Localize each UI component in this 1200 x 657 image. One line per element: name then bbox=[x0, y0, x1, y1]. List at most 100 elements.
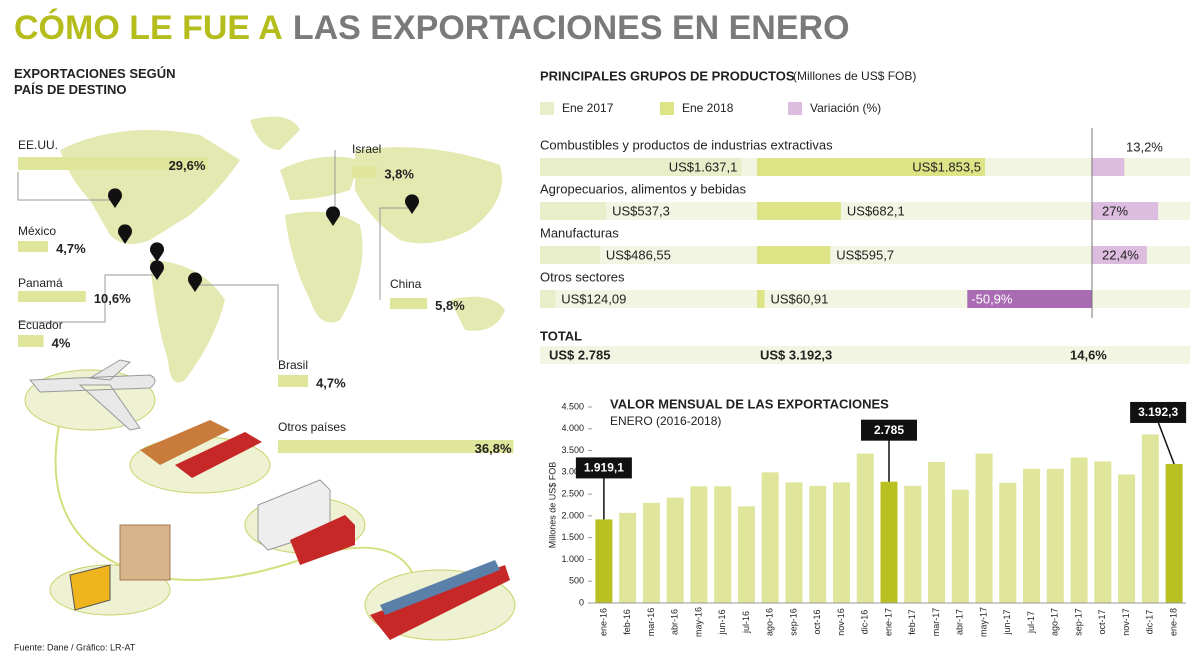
total-value: 14,6% bbox=[1070, 347, 1107, 362]
pin bbox=[405, 194, 420, 214]
asia bbox=[355, 147, 502, 244]
legend-label: Ene 2017 bbox=[562, 101, 614, 115]
leader-line bbox=[195, 284, 279, 360]
y-tick-label: 1.000 bbox=[561, 554, 584, 564]
bar bbox=[951, 489, 969, 603]
greenland bbox=[250, 116, 300, 150]
x-tick-label: feb-17 bbox=[907, 609, 917, 635]
value-label: US$124,09 bbox=[561, 291, 626, 306]
bar bbox=[1092, 158, 1125, 176]
total-label: TOTAL bbox=[540, 328, 582, 343]
total-band bbox=[540, 346, 1190, 364]
bar bbox=[967, 290, 1092, 308]
x-tick-label: mar-16 bbox=[646, 608, 656, 637]
bar bbox=[1118, 474, 1136, 603]
bar bbox=[540, 158, 742, 176]
boxes bbox=[119, 524, 171, 581]
value-label: 13,2% bbox=[1126, 139, 1163, 154]
x-tick-label: oct-16 bbox=[812, 609, 822, 634]
bar bbox=[619, 512, 637, 603]
pin bbox=[187, 272, 202, 292]
value-label: 4,7% bbox=[316, 375, 346, 390]
pin bbox=[326, 206, 341, 226]
source-note: Fuente: Dane / Gráfico: LR-AT bbox=[14, 642, 136, 652]
x-tick-label: oct-17 bbox=[1097, 609, 1107, 634]
bar bbox=[666, 497, 684, 603]
bar bbox=[18, 291, 86, 302]
australia bbox=[450, 296, 505, 331]
value-label: US$537,3 bbox=[612, 203, 670, 218]
x-tick-label: jul-17 bbox=[1026, 611, 1036, 634]
pin bbox=[150, 242, 164, 262]
leader-lines bbox=[17, 150, 410, 360]
x-tick-label: ago-16 bbox=[765, 608, 775, 636]
x-tick-label: may-17 bbox=[978, 607, 988, 637]
value-label: US$486,55 bbox=[606, 247, 671, 262]
x-tick-label: abr-17 bbox=[955, 609, 965, 635]
x-tick-label: jun-16 bbox=[717, 609, 727, 635]
page-title: CÓMO LE FUE A LAS EXPORTACIONES EN ENERO bbox=[14, 9, 850, 47]
callout-pointer bbox=[1157, 421, 1175, 465]
value-label: US$1.853,5 bbox=[912, 159, 981, 174]
legend-label: Ene 2018 bbox=[682, 101, 734, 115]
plane bbox=[28, 359, 156, 431]
bar bbox=[785, 482, 803, 603]
bar bbox=[714, 486, 732, 603]
europe bbox=[280, 156, 360, 200]
container bbox=[175, 432, 262, 478]
leader-line bbox=[17, 172, 115, 201]
south-america bbox=[150, 260, 225, 383]
value-label: 2.785 bbox=[874, 423, 904, 437]
value-label: 27% bbox=[1102, 203, 1128, 218]
country-label: Otros países bbox=[278, 420, 346, 434]
y-axis-label: Millones de US$ FOB bbox=[547, 462, 557, 549]
value-label: 5,8% bbox=[435, 298, 465, 313]
bar bbox=[1141, 434, 1159, 603]
bar bbox=[757, 246, 831, 264]
y-tick-label: 4.500 bbox=[561, 401, 584, 411]
country-label: EE.UU. bbox=[18, 138, 58, 152]
chart-subtitle: (Millones de US$ FOB) bbox=[793, 69, 916, 83]
bar bbox=[352, 166, 377, 178]
category-label: Otros sectores bbox=[540, 269, 625, 284]
bar bbox=[1094, 461, 1112, 603]
value-label: -50,9% bbox=[971, 291, 1013, 306]
value-label: 4,7% bbox=[56, 241, 86, 256]
y-tick-label: 3.000 bbox=[561, 467, 584, 477]
legend-swatch bbox=[540, 102, 554, 115]
title-highlight: CÓMO LE FUE A bbox=[14, 9, 283, 47]
legend-swatch bbox=[660, 102, 674, 115]
bar bbox=[757, 158, 985, 176]
bar bbox=[1023, 468, 1041, 603]
world-map bbox=[60, 116, 505, 383]
bar bbox=[832, 482, 850, 603]
callout-box bbox=[861, 419, 917, 441]
y-tick-label: 3.500 bbox=[561, 445, 584, 455]
x-tick-label: jul-16 bbox=[741, 611, 751, 634]
x-tick-label: dic-17 bbox=[1145, 610, 1155, 635]
route-line bbox=[54, 419, 421, 611]
bar bbox=[761, 472, 779, 603]
pin bbox=[150, 260, 164, 280]
leader-line bbox=[379, 207, 410, 300]
bar bbox=[18, 335, 44, 347]
value-label: US$60,91 bbox=[770, 291, 828, 306]
truck bbox=[290, 515, 355, 565]
x-tick-label: jun-17 bbox=[1002, 609, 1012, 635]
y-tick-label: 1.500 bbox=[561, 532, 584, 542]
value-label: 1.919,1 bbox=[584, 461, 624, 475]
value-label: US$595,7 bbox=[836, 247, 894, 262]
country-label: Israel bbox=[352, 142, 381, 156]
bar bbox=[880, 481, 898, 603]
bar bbox=[390, 298, 428, 309]
country-label: Ecuador bbox=[18, 318, 63, 332]
leader-line bbox=[18, 274, 155, 323]
pin bbox=[118, 224, 132, 244]
country-title-box: EXPORTACIONES SEGÚN PAÍS DE DESTINO bbox=[14, 66, 176, 97]
bar bbox=[595, 519, 613, 603]
y-tick-label: 4.000 bbox=[561, 423, 584, 433]
chart-title: PRINCIPALES GRUPOS DE PRODUCTOS bbox=[540, 68, 795, 83]
x-tick-label: dic-16 bbox=[860, 610, 870, 635]
value-label: 3,8% bbox=[384, 166, 414, 181]
country-title: EXPORTACIONES SEGÚN PAÍS DE DESTINO bbox=[14, 66, 176, 97]
